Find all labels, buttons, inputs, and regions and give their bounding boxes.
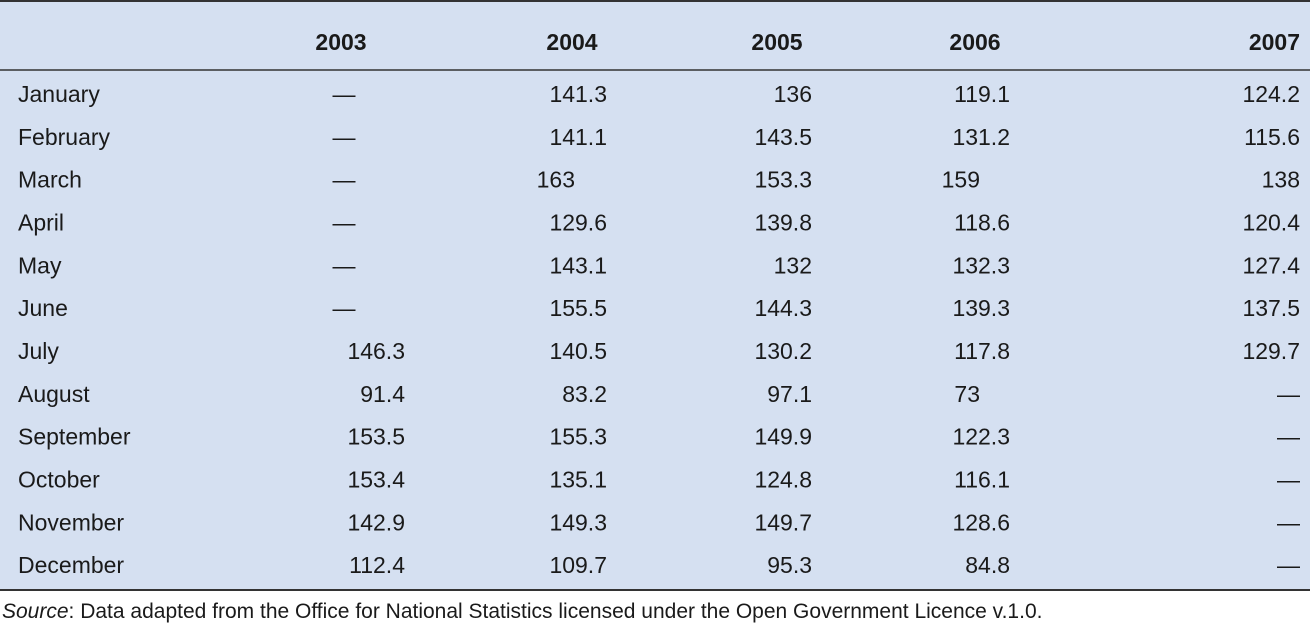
cell-value: 120.4 [1242,210,1300,236]
row-label: October [18,466,100,492]
source-text: : Data adapted from the Office for Natio… [69,600,1043,623]
cell-empty: — [1277,509,1300,535]
cell-value: 73 [954,381,980,407]
row-label: February [18,124,111,150]
cell-value: 153.3 [754,167,812,193]
cell-value: 132.3 [952,252,1010,278]
cell-value: 109.7 [549,552,607,578]
source-label: Source [2,600,69,623]
column-header: 2005 [751,29,802,55]
cell-value: 163 [537,167,575,193]
cell-value: 116.1 [954,466,1010,492]
cell-empty: — [1277,381,1300,407]
cell-empty: — [1277,424,1300,450]
table-background [0,0,1310,591]
cell-value: 149.7 [754,509,812,535]
cell-value: 143.5 [754,124,812,150]
cell-value: 95.3 [767,552,812,578]
cell-empty: — [333,81,356,107]
cell-value: 137.5 [1242,295,1300,321]
cell-empty: — [333,210,356,236]
cell-value: 124.2 [1242,81,1300,107]
row-label: April [18,210,64,236]
cell-value: 141.1 [549,124,607,150]
row-label: December [18,552,124,578]
cell-value: 97.1 [767,381,812,407]
cell-value: 140.5 [549,338,607,364]
row-label: May [18,252,62,278]
cell-value: 83.2 [562,381,607,407]
cell-value: 91.4 [360,381,405,407]
cell-value: 143.1 [549,252,607,278]
cell-value: 132 [774,252,812,278]
cell-value: 84.8 [965,552,1010,578]
cell-value: 159 [942,167,980,193]
column-header: 2003 [315,29,366,55]
cell-value: 141.3 [549,81,607,107]
source-note: Source: Data adapted from the Office for… [2,600,1042,623]
row-label: June [18,295,68,321]
cell-value: 128.6 [952,509,1010,535]
column-header: 2006 [949,29,1000,55]
cell-value: 129.7 [1242,338,1300,364]
cell-value: 117.8 [954,338,1010,364]
cell-value: 130.2 [754,338,812,364]
column-header: 2007 [1249,29,1300,55]
cell-value: 129.6 [549,210,607,236]
cell-value: 149.9 [754,424,812,450]
cell-value: 135.1 [549,466,607,492]
cell-value: 131.2 [952,124,1010,150]
cell-empty: — [333,167,356,193]
cell-empty: — [333,252,356,278]
cell-value: 136 [774,81,812,107]
cell-value: 142.9 [347,509,405,535]
cell-value: 139.8 [754,210,812,236]
row-label: August [18,381,90,407]
cell-value: 144.3 [754,295,812,321]
cell-value: 138 [1262,167,1300,193]
column-header: 2004 [546,29,597,55]
row-label: July [18,338,59,364]
cell-empty: — [1277,552,1300,578]
cell-value: 149.3 [549,509,607,535]
cell-value: 146.3 [347,338,405,364]
row-label: March [18,167,82,193]
cell-value: 118.6 [954,210,1010,236]
cell-value: 139.3 [952,295,1010,321]
cell-value: 115.6 [1244,124,1300,150]
cell-value: 122.3 [952,424,1010,450]
row-label: September [18,424,131,450]
cell-value: 124.8 [754,466,812,492]
cell-value: 119.1 [954,81,1010,107]
cell-value: 155.5 [549,295,607,321]
cell-value: 155.3 [549,424,607,450]
cell-empty: — [1277,466,1300,492]
cell-empty: — [333,124,356,150]
cell-value: 127.4 [1242,252,1300,278]
cell-value: 153.5 [347,424,405,450]
cell-value: 153.4 [347,466,405,492]
cell-empty: — [333,295,356,321]
row-label: January [18,81,100,107]
row-label: November [18,509,124,535]
cell-value: 112.4 [349,552,405,578]
